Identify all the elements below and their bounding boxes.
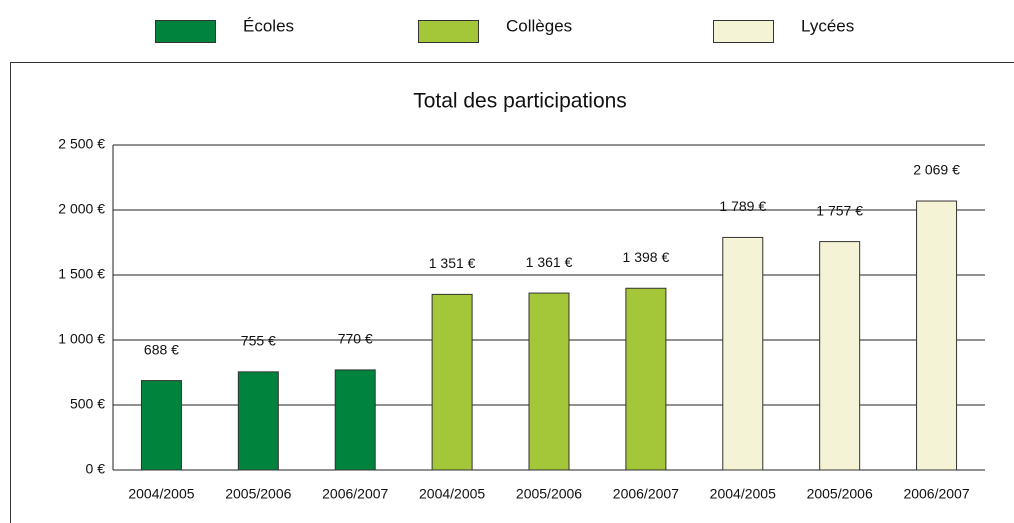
bar xyxy=(819,241,861,471)
y-tick-label: 0 € xyxy=(86,461,106,477)
bar xyxy=(334,369,376,471)
bar xyxy=(916,200,958,471)
y-tick-label: 2 500 € xyxy=(58,136,105,152)
legend-swatch xyxy=(713,20,774,43)
x-tick-label: 2004/2005 xyxy=(128,486,194,502)
x-tick-label: 2006/2007 xyxy=(903,486,969,502)
legend-label: Écoles xyxy=(243,16,294,35)
y-tick-label: 1 000 € xyxy=(58,331,105,347)
x-tick-label: 2005/2006 xyxy=(225,486,291,502)
bar xyxy=(237,371,279,471)
x-tick-label: 2004/2005 xyxy=(419,486,485,502)
value-label: 1 361 € xyxy=(526,254,573,270)
value-label: 688 € xyxy=(144,341,179,357)
value-label: 1 351 € xyxy=(429,255,476,271)
legend-swatch xyxy=(418,20,479,43)
chart-title: Total des participations xyxy=(413,90,627,113)
y-tick-label: 2 000 € xyxy=(58,201,105,217)
value-label: 2 069 € xyxy=(913,162,960,178)
x-tick-label: 2004/2005 xyxy=(710,486,776,502)
bar xyxy=(625,287,667,471)
x-tick-label: 2006/2007 xyxy=(322,486,388,502)
y-tick-label: 1 500 € xyxy=(58,266,105,282)
value-label: 1 398 € xyxy=(623,249,670,265)
value-label: 755 € xyxy=(241,333,276,349)
bar xyxy=(140,380,182,471)
y-tick-label: 500 € xyxy=(70,396,105,412)
x-tick-label: 2005/2006 xyxy=(807,486,873,502)
x-tick-label: 2006/2007 xyxy=(613,486,679,502)
value-label: 1 789 € xyxy=(719,198,766,214)
x-tick-label: 2005/2006 xyxy=(516,486,582,502)
legend-label: Lycées xyxy=(801,16,854,35)
chart-frame xyxy=(10,62,1014,523)
bar xyxy=(431,293,473,471)
legend-label: Collèges xyxy=(506,16,572,35)
legend-swatch xyxy=(155,20,216,43)
bar xyxy=(528,292,570,471)
value-label: 770 € xyxy=(338,331,373,347)
value-label: 1 757 € xyxy=(816,202,863,218)
bar xyxy=(722,236,764,471)
